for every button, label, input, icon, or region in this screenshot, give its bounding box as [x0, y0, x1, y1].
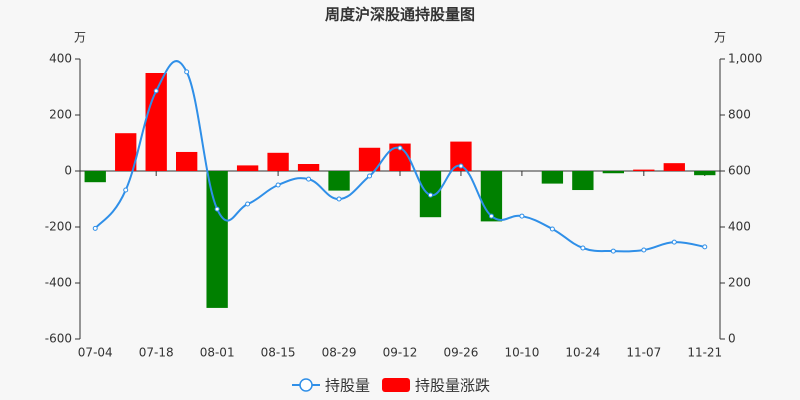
bar [206, 171, 228, 308]
y2-tick-label: 600 [728, 164, 751, 178]
line-point [245, 201, 251, 207]
y-unit: 万 [74, 31, 86, 45]
y2-tick-label: 0 [728, 332, 736, 346]
line-point [549, 226, 555, 232]
x-tick-label: 10-10 [504, 346, 539, 360]
line-point [702, 244, 708, 250]
line-point [488, 213, 494, 219]
bar [694, 171, 716, 176]
line-point [580, 245, 586, 251]
y-tick-label: 0 [64, 164, 72, 178]
x-tick-label: 09-12 [383, 346, 418, 360]
line-point [184, 69, 190, 75]
bar [176, 151, 198, 171]
x-tick-label: 09-26 [444, 346, 479, 360]
x-tick-label: 07-04 [78, 346, 113, 360]
x-tick-label: 11-21 [687, 346, 722, 360]
y-tick-label: 200 [49, 108, 72, 122]
bar [450, 141, 472, 171]
bar [297, 164, 320, 171]
y-tick-label: -400 [45, 276, 72, 290]
x-tick-label: 08-29 [322, 346, 357, 360]
line-point [92, 225, 98, 231]
line-point [671, 239, 677, 245]
line-point [367, 173, 373, 179]
y2-tick-label: 800 [728, 108, 751, 122]
y2-tick-label: 1,000 [728, 52, 762, 66]
bar [84, 171, 106, 183]
y-tick-label: 400 [49, 52, 72, 66]
bar [389, 143, 411, 171]
x-tick-label: 08-15 [261, 346, 296, 360]
legend-label: 持股量涨跌 [415, 377, 490, 395]
bar [236, 165, 259, 171]
legend-label: 持股量 [325, 377, 370, 395]
bar [145, 73, 167, 171]
bar [572, 171, 594, 191]
y2-tick-label: 200 [728, 276, 751, 290]
chart-title: 周度沪深股通持股量图 [325, 6, 475, 24]
line-point [275, 182, 281, 188]
line-point [336, 196, 342, 202]
line-point [610, 248, 616, 254]
line-point [458, 163, 464, 169]
y2-unit: 万 [714, 31, 726, 45]
bar [267, 152, 289, 171]
y-tick-label: -200 [45, 220, 72, 234]
y-tick-label: -600 [45, 332, 72, 346]
line-point [641, 247, 647, 253]
line-point [397, 145, 403, 151]
bar [633, 169, 655, 171]
bar [115, 133, 137, 171]
y2-tick-label: 400 [728, 220, 751, 234]
bar [358, 147, 381, 171]
legend-icon [382, 378, 411, 392]
line-point [153, 88, 159, 94]
bar [663, 163, 685, 171]
line-point [427, 192, 433, 198]
bar [602, 171, 624, 174]
x-tick-label: 10-24 [565, 346, 600, 360]
line-point [214, 206, 220, 212]
x-tick-label: 08-01 [200, 346, 235, 360]
x-tick-label: 07-18 [139, 346, 174, 360]
legend-icon [299, 378, 313, 392]
line-point [519, 213, 525, 219]
x-tick-label: 11-07 [626, 346, 661, 360]
bar [328, 171, 350, 191]
line-point [306, 176, 312, 182]
line-point [123, 187, 129, 193]
bar [541, 171, 564, 184]
